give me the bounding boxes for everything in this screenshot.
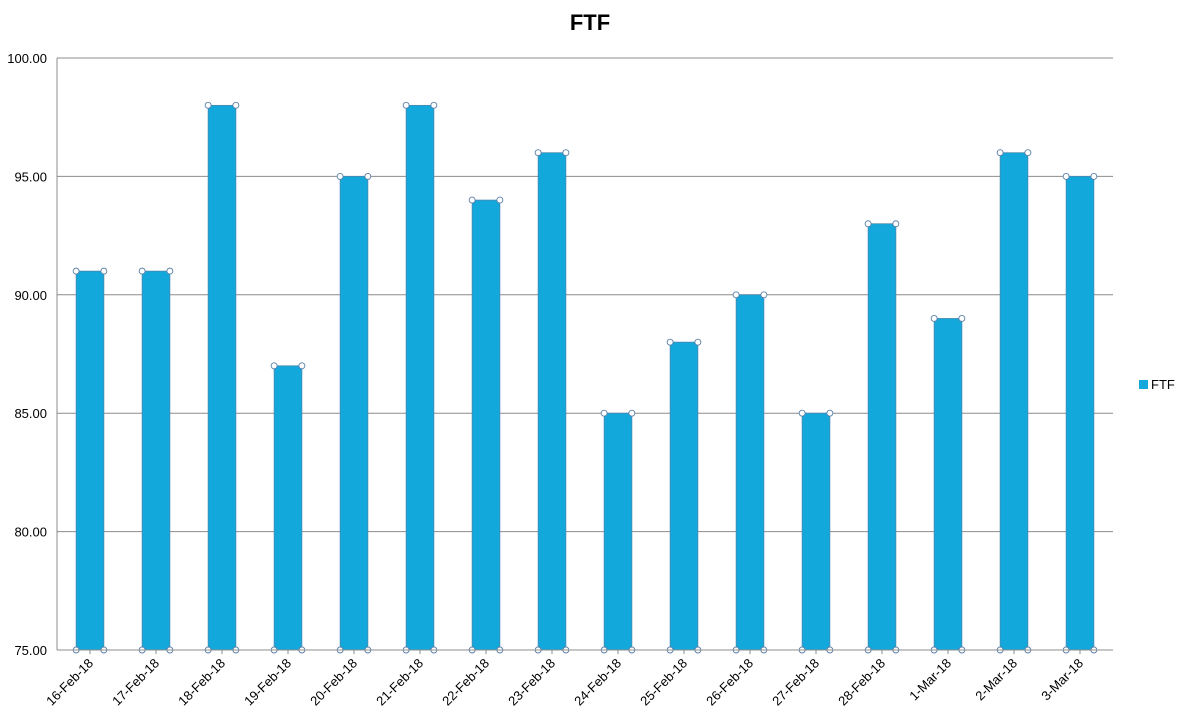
bar-selection-handle: [138, 267, 146, 275]
x-tick-label: 18-Feb-18: [175, 656, 228, 709]
bar: [867, 223, 897, 651]
legend: FTF: [1139, 377, 1175, 392]
bar-selection-handle: [864, 220, 872, 228]
bar-selection-handle: [270, 362, 278, 370]
bar: [669, 341, 699, 651]
bar-selection-handle: [732, 291, 740, 299]
x-tick-label: 26-Feb-18: [703, 656, 756, 709]
legend-label-ftf: FTF: [1151, 377, 1175, 392]
x-tick-label: 19-Feb-18: [241, 656, 294, 709]
bar-selection-handle: [666, 338, 674, 346]
x-tick-label: 17-Feb-18: [109, 656, 162, 709]
x-tick-label: 2-Mar-18: [972, 656, 1020, 704]
bar: [603, 412, 633, 651]
x-axis-ticks: 16-Feb-18 17-Feb-18 18-Feb-18 19-Feb-18 20-F…: [43, 649, 1113, 709]
bar-selection-handle: [798, 409, 806, 417]
bar: [801, 412, 831, 651]
bar-selection-handle: [600, 409, 608, 417]
legend-swatch: [1139, 380, 1148, 389]
x-tick-label: 25-Feb-18: [637, 656, 690, 709]
bar-selection-handle: [694, 338, 702, 346]
bar-selection-handle: [760, 291, 768, 299]
x-tick-label: 27-Feb-18: [769, 656, 822, 709]
bar: [405, 104, 435, 651]
bar-selection-handle: [628, 409, 636, 417]
bar-selection-handle: [166, 267, 174, 275]
x-tick-label: 22-Feb-18: [439, 656, 492, 709]
y-tick-label: 80.00: [14, 525, 47, 540]
bar: [471, 199, 501, 651]
x-tick-label: 20-Feb-18: [307, 656, 360, 709]
bar-selection-handle: [930, 315, 938, 322]
y-tick-label: 75.00: [14, 643, 47, 658]
bar: [537, 152, 567, 651]
y-axis-ticks: 75.00 80.00 85.00 90.00 95.00 100.00: [7, 51, 47, 658]
bar-selection-handle: [336, 172, 344, 180]
bar: [207, 104, 237, 651]
x-tick-label: 3-Mar-18: [1038, 656, 1086, 704]
bar-selection-handle: [204, 101, 212, 109]
bar-selection-handle: [298, 362, 306, 370]
y-tick-label: 95.00: [14, 169, 47, 184]
bar: [999, 152, 1029, 651]
bar-selection-handle: [430, 101, 438, 109]
bar: [933, 318, 963, 651]
bar-selection-handle: [100, 267, 108, 275]
chart-title: FTF: [570, 10, 610, 35]
bar-selection-handle: [496, 196, 504, 204]
bar-selection-handle: [996, 149, 1004, 157]
y-tick-label: 85.00: [14, 406, 47, 421]
y-tick-label: 90.00: [14, 288, 47, 303]
bar-selection-handle: [232, 101, 240, 109]
bar: [75, 270, 105, 651]
bar-selection-handle: [72, 267, 80, 275]
bar: [273, 365, 303, 651]
x-tick-label: 21-Feb-18: [373, 656, 426, 709]
bar-selection-handle: [468, 196, 476, 204]
bars: [72, 101, 1098, 654]
y-tick-label: 100.00: [7, 51, 47, 66]
bar-selection-handle: [826, 409, 834, 417]
x-tick-label: 24-Feb-18: [571, 656, 624, 709]
bar: [141, 270, 171, 651]
bar: [339, 175, 369, 651]
x-tick-label: 23-Feb-18: [505, 656, 558, 709]
bar-selection-handle: [1090, 172, 1098, 180]
bar-selection-handle: [1062, 172, 1070, 180]
bar-selection-handle: [892, 220, 900, 228]
bar-selection-handle: [364, 172, 372, 180]
bar-selection-handle: [562, 149, 570, 157]
bar-selection-handle: [534, 149, 542, 157]
x-tick-label: 28-Feb-18: [835, 656, 888, 709]
bar-selection-handle: [958, 315, 966, 322]
bar-selection-handle: [1024, 149, 1032, 157]
x-tick-label: 1-Mar-18: [906, 656, 954, 704]
x-tick-label: 16-Feb-18: [43, 656, 96, 709]
bar: [1065, 175, 1095, 651]
bar: [735, 294, 765, 651]
bar-selection-handle: [402, 101, 410, 109]
